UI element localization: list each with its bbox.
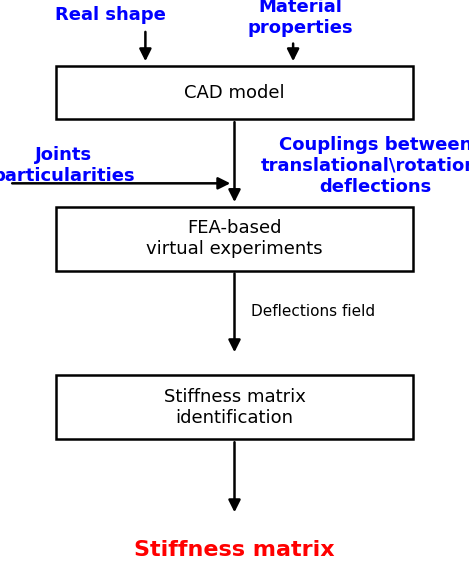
Text: Stiffness matrix
identification: Stiffness matrix identification	[164, 388, 305, 427]
Text: Couplings between
translational\rotationa
deflections: Couplings between translational\rotation…	[261, 136, 469, 196]
Text: FEA-based
virtual experiments: FEA-based virtual experiments	[146, 219, 323, 258]
Text: Joints
particularities: Joints particularities	[0, 147, 135, 185]
Text: Material
properties: Material properties	[247, 0, 353, 37]
FancyBboxPatch shape	[56, 66, 413, 119]
Text: Stiffness matrix: Stiffness matrix	[134, 540, 335, 560]
FancyBboxPatch shape	[56, 207, 413, 271]
Text: Real shape: Real shape	[55, 6, 166, 23]
Text: CAD model: CAD model	[184, 84, 285, 101]
Text: Deflections field: Deflections field	[251, 304, 375, 319]
FancyBboxPatch shape	[56, 375, 413, 439]
